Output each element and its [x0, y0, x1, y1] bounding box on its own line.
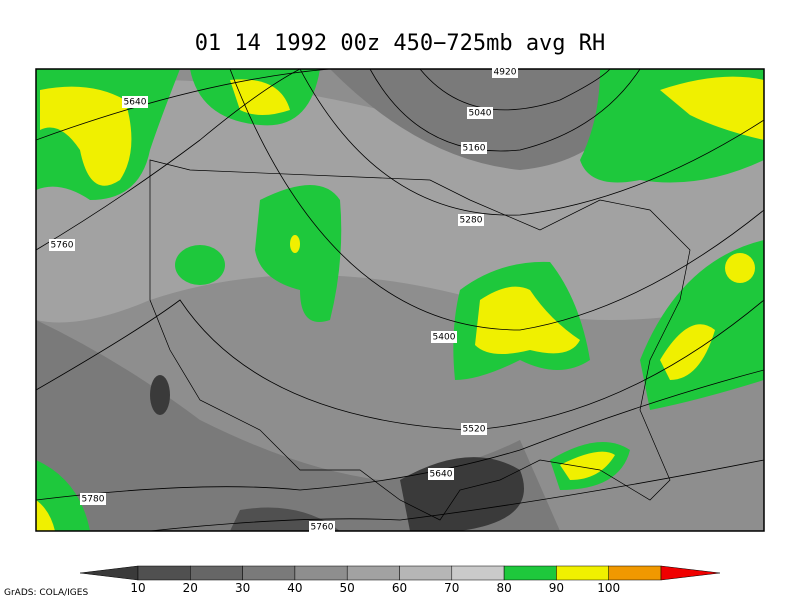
contour-label: 5160 [463, 144, 486, 154]
colorbar-arrow [79, 565, 139, 581]
colorbar-box [346, 565, 400, 581]
colorbar-box [608, 565, 662, 581]
colorbar-box [137, 565, 191, 581]
colorbar-label: 80 [496, 581, 511, 595]
credit: GrADS: COLA/IGES [4, 588, 88, 598]
colorbar-box [399, 565, 453, 581]
colorbar-box [242, 565, 296, 581]
colorbar-label: 30 [235, 581, 250, 595]
colorbar-box [556, 565, 609, 581]
contour-label: 5640 [430, 470, 453, 480]
contour-label: 5400 [433, 333, 456, 343]
colorbar-arrow [660, 565, 721, 581]
contour-label: 5040 [469, 109, 492, 119]
contour-label: 5280 [460, 216, 483, 226]
contour-label: 5760 [311, 523, 334, 533]
map [36, 69, 764, 531]
colorbar-label: 70 [444, 581, 459, 595]
contour-labels: 5640 4920 5040 5160 5280 5760 5400 5520 … [49, 66, 518, 533]
contour-label: 5780 [82, 495, 105, 505]
contour-label: 4920 [494, 68, 517, 78]
colorbar-label: 40 [287, 581, 302, 595]
map-frame [35, 68, 765, 532]
colorbar-label: 90 [549, 581, 564, 595]
colorbar-box [503, 565, 557, 581]
colorbar-label: 10 [130, 581, 145, 595]
colorbar: 10 20 30 40 50 60 70 80 90 100 [79, 565, 721, 595]
contour-label: 5520 [463, 425, 486, 435]
colorbar-box [190, 565, 243, 581]
contour-label: 5640 [124, 98, 147, 108]
colorbar-box [451, 565, 505, 581]
contour-label: 5760 [51, 241, 74, 251]
colorbar-label: 100 [597, 581, 620, 595]
colorbar-box [294, 565, 348, 581]
colorbar-label: 60 [392, 581, 407, 595]
colorbar-label: 20 [183, 581, 198, 595]
colorbar-label: 50 [340, 581, 355, 595]
title: 01 14 1992 00z 450−725mb avg RH [195, 31, 606, 56]
